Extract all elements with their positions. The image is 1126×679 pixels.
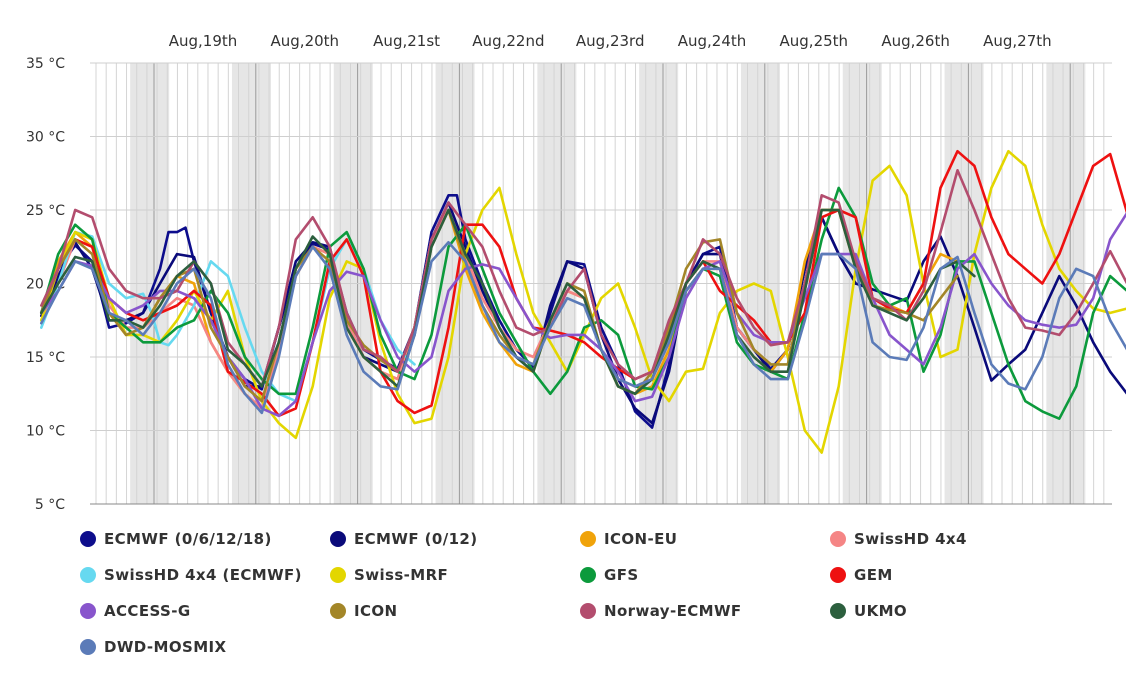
legend-label: ICON-EU (604, 530, 678, 548)
x-day-label: Aug,27th (983, 32, 1052, 50)
legend-item[interactable]: DWD-MOSMIX (80, 634, 227, 660)
x-day-label: Aug,19th (169, 32, 238, 50)
legend-label: SwissHD 4x4 (854, 530, 967, 548)
legend-color-dot (330, 603, 346, 619)
legend-label: ACCESS-G (104, 602, 191, 620)
legend-item[interactable]: ECMWF (0/12) (330, 526, 478, 552)
legend-label: UKMO (854, 602, 908, 620)
legend-item[interactable]: ICON-EU (580, 526, 677, 552)
legend-item[interactable]: ECMWF (0/6/12/18) (80, 526, 272, 552)
legend-label: GFS (604, 566, 639, 584)
legend-item[interactable]: GEM (830, 562, 893, 588)
series-line (40, 194, 857, 429)
series-line (40, 241, 1126, 415)
x-axis-day-labels: Aug,19th Aug,20th Aug,21st Aug,22nd Aug,23rd… (169, 32, 1052, 50)
legend-label: SwissHD 4x4 (ECMWF) (104, 566, 302, 584)
horizontal-gridlines (90, 62, 1112, 505)
series-line (40, 212, 1126, 418)
legend-color-dot (80, 603, 96, 619)
x-day-label: Aug,25th (780, 32, 849, 50)
legend-color-dot (80, 567, 96, 583)
x-day-label: Aug,21st (373, 32, 440, 50)
legend-color-dot (80, 531, 96, 547)
legend-item[interactable]: SwissHD 4x4 (ECMWF) (80, 562, 302, 588)
y-tick-label: 5 °C (35, 497, 65, 513)
legend-color-dot (330, 567, 346, 583)
y-axis-ticks: 35 °C30 °C25 °C20 °C15 °C10 °C5 °C (26, 56, 65, 513)
series-line (40, 208, 976, 396)
legend-color-dot (580, 603, 596, 619)
y-tick-label: 30 °C (26, 130, 65, 146)
x-day-label: Aug,26th (881, 32, 950, 50)
legend-item[interactable]: ACCESS-G (80, 598, 191, 624)
y-tick-label: 15 °C (26, 350, 65, 366)
x-day-label: Aug,23rd (576, 32, 645, 50)
legend-label: ECMWF (0/12) (354, 530, 478, 548)
series-line (40, 208, 959, 410)
legend-label: DWD-MOSMIX (104, 638, 227, 656)
x-day-label: Aug,22nd (472, 32, 544, 50)
legend-color-dot (830, 603, 846, 619)
y-tick-label: 25 °C (26, 203, 65, 219)
legend-color-dot (580, 531, 596, 547)
y-tick-label: 10 °C (26, 424, 65, 440)
legend-item[interactable]: Norway-ECMWF (580, 598, 742, 624)
series-lines (40, 149, 1126, 454)
legend-label: GEM (854, 566, 893, 584)
legend-item[interactable]: ICON (330, 598, 398, 624)
y-tick-label: 35 °C (26, 56, 65, 72)
legend-color-dot (580, 567, 596, 583)
legend-color-dot (830, 567, 846, 583)
legend-label: Norway-ECMWF (604, 602, 742, 620)
legend-label: Swiss-MRF (354, 566, 449, 584)
legend-label: ECMWF (0/6/12/18) (104, 530, 272, 548)
legend-item[interactable]: Swiss-MRF (330, 562, 448, 588)
legend-item[interactable]: UKMO (830, 598, 907, 624)
legend-color-dot (830, 531, 846, 547)
legend-color-dot (330, 531, 346, 547)
x-day-label: Aug,24th (678, 32, 747, 50)
legend-item[interactable]: SwissHD 4x4 (830, 526, 967, 552)
x-day-label: Aug,20th (271, 32, 340, 50)
legend-label: ICON (354, 602, 398, 620)
legend-color-dot (80, 639, 96, 655)
legend-item[interactable]: GFS (580, 562, 639, 588)
